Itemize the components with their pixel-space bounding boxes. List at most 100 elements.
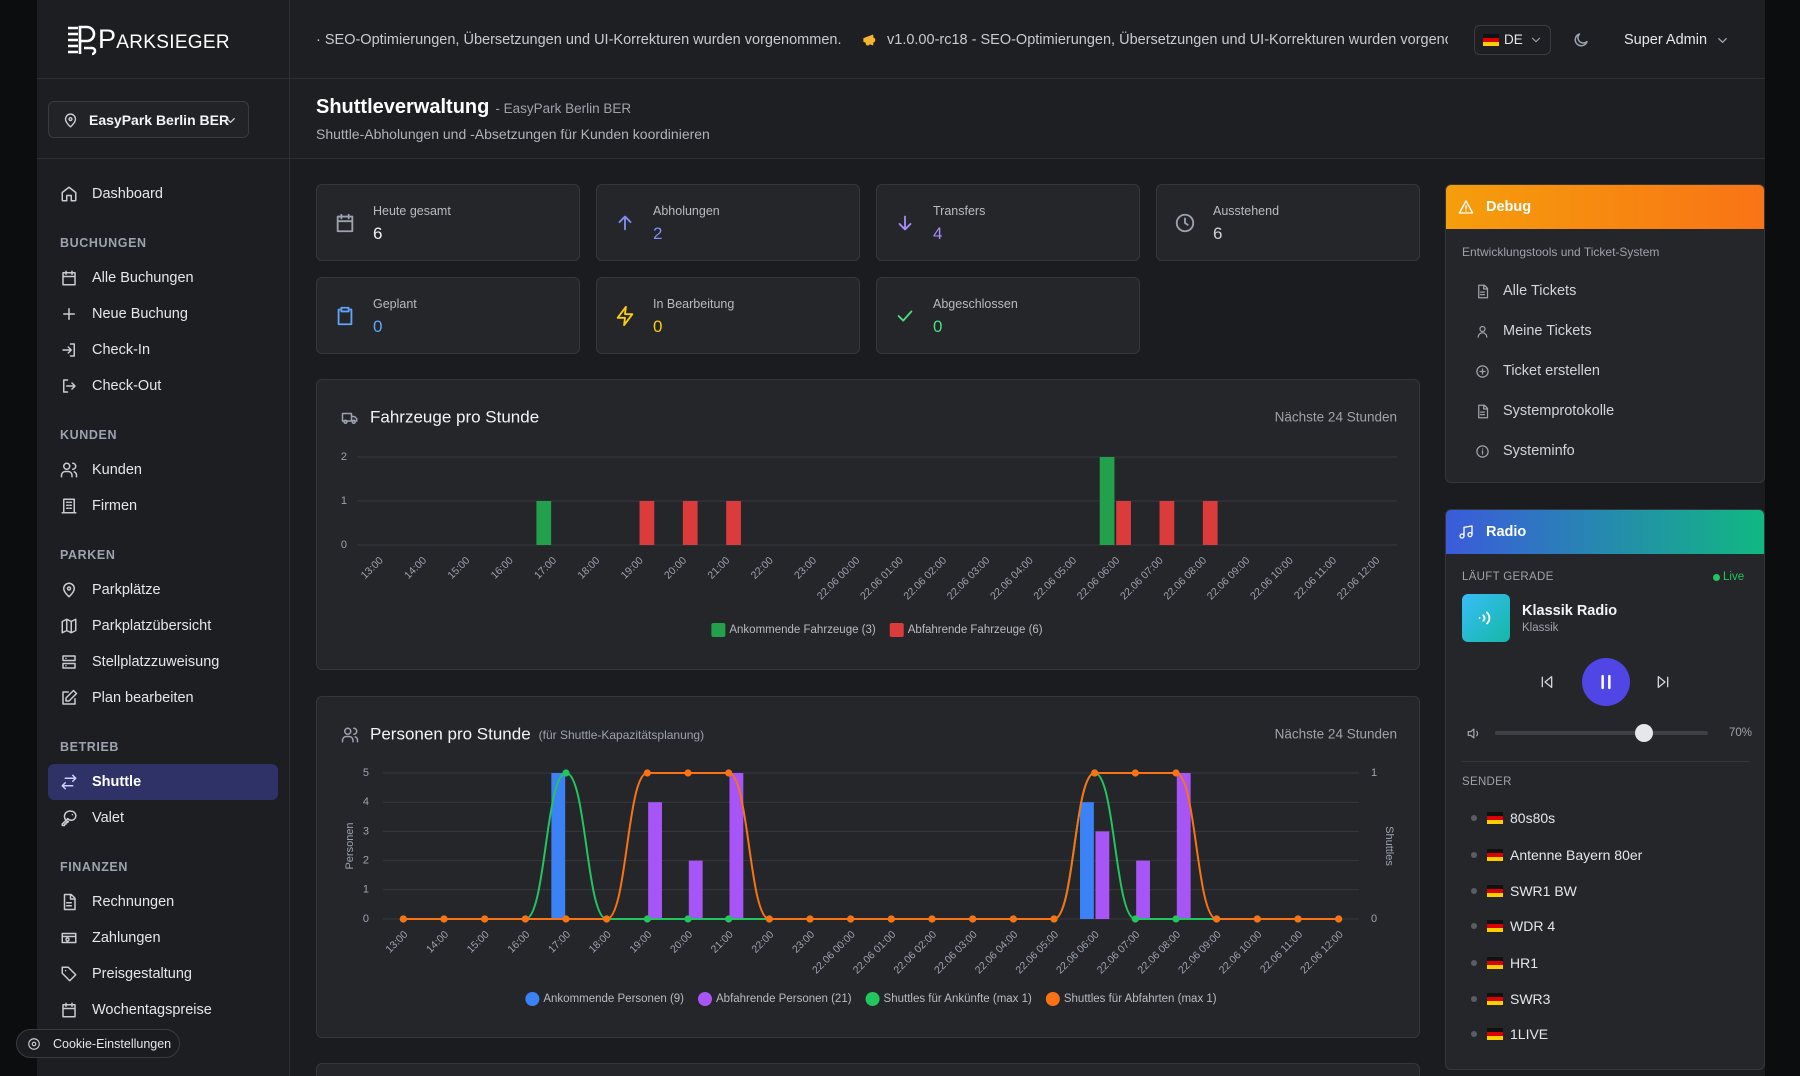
nav-item[interactable]: Shuttle [92, 774, 142, 790]
nav-item[interactable]: Dashboard [92, 186, 163, 202]
icon [61, 498, 77, 514]
y-axis-title: Personen [344, 822, 356, 869]
nav-item[interactable]: Kunden [92, 462, 142, 478]
y2-axis-title: Shuttles [1383, 826, 1395, 866]
icon-path [1531, 37, 1541, 43]
icon-path [1657, 676, 1669, 688]
cookie-settings-button[interactable]: Cookie-Einstellungen [16, 1029, 180, 1058]
x-tick-label: 13:00 [359, 554, 386, 581]
nav-item[interactable]: Parkplätze [92, 582, 161, 598]
volume-track[interactable] [1495, 731, 1708, 735]
stations-title: SENDER [1462, 776, 1512, 788]
icon-path [1475, 444, 1489, 458]
bar [1116, 501, 1131, 545]
radio-header: Radio [1446, 510, 1764, 554]
legend: Ankommende Fahrzeuge (3) Abfahrende Fahrz… [711, 623, 1043, 637]
nav-item[interactable]: Firmen [92, 498, 138, 514]
icon [1477, 325, 1487, 338]
flag-stripe [1487, 965, 1503, 969]
language-select[interactable]: DE [1474, 25, 1551, 55]
nav-item[interactable]: Zahlungen [92, 930, 161, 946]
icon [61, 618, 77, 634]
station-dot [1471, 815, 1477, 821]
legend-swatch [889, 623, 904, 637]
nav-item[interactable]: Valet [92, 810, 124, 826]
station-link[interactable]: 1LIVE [1510, 1026, 1549, 1042]
flag-stripe [1487, 853, 1503, 857]
icon-path [337, 306, 353, 326]
x-tick-label: 22.06 12:00 [1298, 928, 1346, 976]
icon-path [1717, 37, 1727, 43]
language-label: DE [1504, 32, 1523, 47]
location-select[interactable]: EasyPark Berlin BER [48, 101, 249, 138]
nav-item[interactable]: Neue Buchung [92, 306, 188, 322]
icon-path [62, 689, 78, 705]
icon[interactable] [1655, 674, 1671, 690]
y-tick-label: 3 [363, 825, 369, 837]
station-link[interactable]: SWR3 [1510, 991, 1551, 1007]
debug-link[interactable]: Meine Tickets [1503, 323, 1592, 339]
icon-path [1478, 611, 1491, 625]
nav-item[interactable]: Parkplatzübersicht [92, 618, 212, 634]
icon [1477, 284, 1488, 298]
y2-tick-label: 1 [1371, 767, 1377, 779]
line [403, 772, 1339, 920]
nav-item[interactable]: Preisgestaltung [92, 966, 192, 982]
x-tick-label: 21:00 [709, 928, 736, 955]
icon [1477, 404, 1488, 418]
volume-knob[interactable] [1635, 724, 1654, 742]
nav-item[interactable]: Check-In [92, 342, 151, 358]
x-tick-label: 22.06 05:00 [1031, 554, 1079, 602]
station-link[interactable]: Antenne Bayern 80er [1510, 847, 1643, 863]
nav-item[interactable]: Stellplatzzuweisung [92, 654, 220, 670]
radio-card: Radio LÄUFT GERADE Live Klassik Radio Klassi… [1445, 509, 1765, 1070]
flag-stripe [1487, 920, 1503, 924]
nav-item[interactable]: Plan bearbeiten [92, 690, 194, 706]
page-subtitle: - EasyPark Berlin BER [495, 101, 632, 116]
station-link[interactable]: 80s80s [1510, 810, 1556, 826]
stat-card: Transfers 4 [876, 184, 1140, 261]
icon[interactable] [1572, 31, 1590, 49]
icon-path [341, 412, 358, 424]
flag-de [1487, 993, 1503, 1005]
x-tick-label: 16:00 [489, 554, 516, 581]
flag-stripe [1487, 1036, 1503, 1040]
stat-value: 2 [653, 224, 663, 243]
icon [61, 966, 77, 982]
icon-path [61, 932, 77, 944]
play-pause-button[interactable] [1582, 658, 1630, 706]
line-point [725, 915, 733, 923]
flag-de [1487, 920, 1503, 932]
debug-link[interactable]: Systemprotokolle [1503, 403, 1615, 419]
x-tick-label: 22.06 06:00 [1075, 554, 1123, 602]
icon [341, 727, 359, 743]
icon [61, 932, 77, 944]
icon[interactable] [1539, 674, 1555, 690]
flag-de [1487, 885, 1503, 897]
stat-card: Abholungen 2 [596, 184, 860, 261]
station-link[interactable]: HR1 [1510, 955, 1539, 971]
nav-item[interactable]: Check-Out [92, 378, 162, 394]
line-point [725, 769, 733, 777]
icon [63, 893, 76, 911]
bar [729, 773, 744, 919]
station-link[interactable]: WDR 4 [1510, 918, 1556, 934]
line-point [1335, 915, 1343, 923]
y-tick-label: 1 [363, 884, 369, 896]
debug-link[interactable]: Ticket erstellen [1503, 363, 1600, 379]
line-point [806, 915, 814, 923]
line-point [603, 915, 611, 923]
icon-path [61, 966, 77, 982]
nav-item[interactable]: Wochentagspreise [92, 1002, 212, 1018]
user-menu[interactable]: Super Admin [1624, 32, 1708, 48]
debug-link[interactable]: Alle Tickets [1503, 283, 1577, 299]
ticker-text: · SEO-Optimierungen, Übersetzungen und U… [316, 32, 842, 48]
bar [726, 501, 741, 545]
icon-path [61, 186, 77, 202]
nav-section-title: PARKEN [60, 548, 116, 562]
station-link[interactable]: SWR1 BW [1510, 883, 1577, 899]
nav-item[interactable]: Rechnungen [92, 894, 175, 910]
nav-item[interactable]: Alle Buchungen [92, 270, 194, 286]
flag-stripe [1487, 849, 1503, 853]
debug-link[interactable]: Systeminfo [1503, 443, 1575, 459]
